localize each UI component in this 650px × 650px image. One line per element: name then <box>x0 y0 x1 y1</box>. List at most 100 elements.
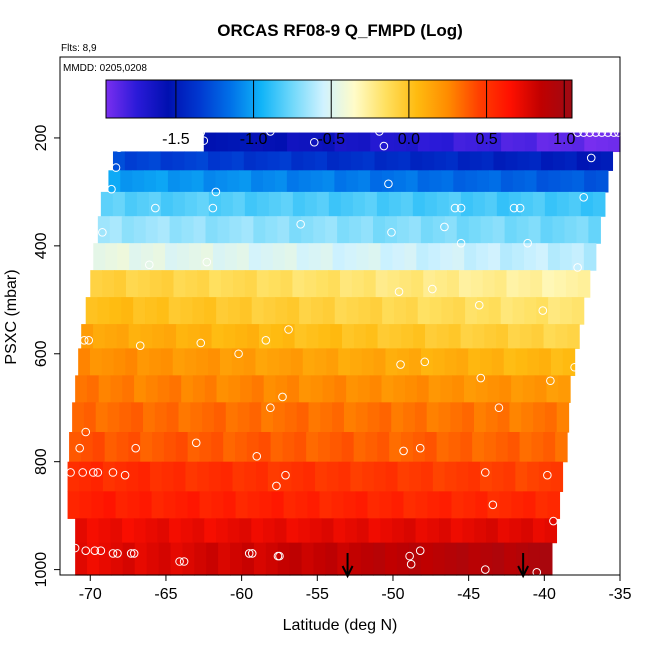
heatmap-cell <box>116 432 129 463</box>
heatmap-cell <box>128 432 141 463</box>
heatmap-cell <box>267 348 280 376</box>
heatmap-cell <box>327 151 340 171</box>
heatmap-cell <box>444 216 458 244</box>
heatmap-cell <box>453 132 466 153</box>
x-tick-label: -35 <box>608 586 631 603</box>
track-point <box>394 287 404 297</box>
heatmap-cell <box>263 170 276 193</box>
heatmap-cell <box>107 402 120 433</box>
heatmap-cell <box>306 324 319 349</box>
heatmap-cell <box>504 542 517 576</box>
track-point <box>532 568 542 577</box>
heatmap-cell <box>456 348 469 376</box>
heatmap-cell <box>133 216 147 244</box>
y-tick-label: 400 <box>33 232 50 259</box>
heatmap-cell <box>391 491 405 519</box>
heatmap-cell <box>220 191 234 217</box>
heatmap-cell <box>109 297 122 325</box>
heatmap-cell <box>203 170 217 193</box>
heatmap-cell <box>539 542 553 576</box>
heatmap-cell <box>260 243 274 271</box>
heatmap-cell <box>75 518 88 544</box>
heatmap-cell <box>408 542 422 576</box>
heatmap-cell <box>127 491 141 519</box>
track-point <box>111 163 121 172</box>
heatmap-cell <box>456 216 470 244</box>
heatmap-cell <box>206 542 219 576</box>
heatmap-cell <box>548 132 562 153</box>
heatmap-cell <box>307 491 321 519</box>
heatmap-cell <box>122 375 135 403</box>
colorbar-tick-label: 0.0 <box>398 131 420 148</box>
heatmap-cell <box>522 375 536 403</box>
heatmap-cell <box>235 491 249 519</box>
track-point <box>488 500 498 510</box>
heatmap-cell <box>255 348 268 376</box>
heatmap-cell <box>211 324 225 349</box>
heatmap-cell <box>212 243 226 271</box>
heatmap-cell <box>535 243 549 271</box>
heatmap-cell <box>509 402 522 433</box>
heatmap-cell <box>374 151 388 171</box>
heatmap-cell <box>492 216 506 244</box>
heatmap-cell <box>559 297 573 325</box>
heatmap-cell <box>515 461 528 492</box>
heatmap-cell <box>163 491 177 519</box>
heatmap-cell <box>367 491 381 519</box>
track-point <box>196 338 206 348</box>
heatmap-cell <box>521 402 534 433</box>
heatmap-cell <box>577 270 591 298</box>
heatmap-cell <box>555 432 568 463</box>
heatmap-cell <box>518 270 531 298</box>
x-tick-label: -65 <box>154 586 177 603</box>
heatmap-cell <box>298 132 312 153</box>
heatmap-cell <box>535 491 549 519</box>
heatmap-cell <box>196 151 209 171</box>
heatmap-cell <box>524 170 538 193</box>
track-point <box>96 546 106 556</box>
heatmap-cell <box>576 216 589 244</box>
heatmap-cell <box>429 297 443 325</box>
heatmap-cell <box>196 191 210 217</box>
track-point <box>266 127 275 136</box>
heatmap-cell <box>169 216 183 244</box>
heatmap-cell <box>187 324 201 349</box>
track-point <box>108 549 118 558</box>
heatmap-cell <box>451 491 465 519</box>
heatmap-cell <box>450 518 464 544</box>
heatmap-cell <box>410 151 423 171</box>
heatmap-cell <box>364 191 378 217</box>
heatmap-cell <box>476 243 489 271</box>
heatmap-cell <box>456 542 470 576</box>
heatmap-cell <box>145 375 159 403</box>
heatmap-cell <box>114 270 127 298</box>
heatmap-cell <box>432 216 446 244</box>
heatmap-cell <box>184 191 198 217</box>
heatmap-cell <box>353 432 367 463</box>
heatmap-cell <box>156 297 170 325</box>
heatmap-cell <box>313 216 326 244</box>
heatmap-cell <box>191 170 205 193</box>
flights-annotation: Flts: 8,9 <box>61 43 97 54</box>
heatmap-cell <box>240 375 253 403</box>
heatmap-cell <box>284 243 298 271</box>
track-point <box>405 551 414 561</box>
heatmap-cell <box>315 151 328 171</box>
track-point <box>275 551 284 561</box>
heatmap-cell <box>392 243 405 271</box>
heatmap-cell <box>172 191 186 217</box>
heatmap-cell <box>524 243 537 271</box>
heatmap-cell <box>334 170 347 193</box>
heatmap-cell <box>362 461 375 492</box>
heatmap-cell <box>69 432 82 463</box>
heatmap-cell <box>334 297 348 325</box>
heatmap-cell <box>255 151 269 171</box>
heatmap-cell <box>487 375 500 403</box>
heatmap-cell <box>251 375 265 403</box>
heatmap-cell <box>126 461 139 492</box>
heatmap-cell <box>203 132 217 153</box>
heatmap-cell <box>205 216 219 244</box>
heatmap-cell <box>211 432 224 463</box>
heatmap-cell <box>119 402 132 433</box>
